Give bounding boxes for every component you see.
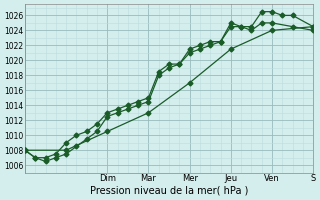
X-axis label: Pression niveau de la mer( hPa ): Pression niveau de la mer( hPa ) [90,186,248,196]
